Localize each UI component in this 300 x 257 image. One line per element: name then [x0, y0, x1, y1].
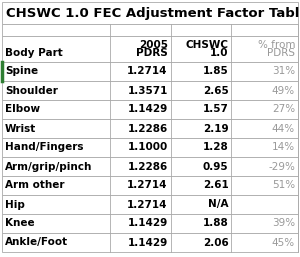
Text: 1.2714: 1.2714 [127, 180, 168, 190]
Bar [2, 36, 298, 62]
Text: 27%: 27% [272, 105, 295, 115]
Bar [2, 176, 298, 195]
Text: 1.1429: 1.1429 [128, 105, 168, 115]
Text: PDRS: PDRS [267, 49, 295, 59]
Text: 1.85: 1.85 [203, 67, 228, 77]
Text: 1.28: 1.28 [203, 142, 228, 152]
Text: 0.95: 0.95 [203, 161, 228, 171]
Text: Wrist: Wrist [5, 124, 36, 133]
Text: 2.65: 2.65 [203, 86, 228, 96]
Text: 1.2714: 1.2714 [127, 67, 168, 77]
Text: Hand/Fingers: Hand/Fingers [5, 142, 83, 152]
Text: 31%: 31% [272, 67, 295, 77]
Bar [2, 81, 298, 100]
Text: PDRS: PDRS [136, 49, 168, 59]
Bar [2, 119, 298, 138]
Text: 1.1000: 1.1000 [128, 142, 168, 152]
Bar [2, 100, 298, 119]
Text: 44%: 44% [272, 124, 295, 133]
Text: 14%: 14% [272, 142, 295, 152]
Text: Knee: Knee [5, 218, 34, 228]
Text: Shoulder: Shoulder [5, 86, 58, 96]
Text: 51%: 51% [272, 180, 295, 190]
Text: 1.1429: 1.1429 [128, 218, 168, 228]
Text: 1.3571: 1.3571 [127, 86, 168, 96]
Text: 1.88: 1.88 [203, 218, 228, 228]
Text: CHSWC 1.0 FEC Adjustment Factor Table: CHSWC 1.0 FEC Adjustment Factor Table [6, 6, 300, 20]
Text: Hip: Hip [5, 199, 25, 209]
Text: 1.2286: 1.2286 [128, 124, 168, 133]
Text: 1.2286: 1.2286 [128, 161, 168, 171]
Text: 2.06: 2.06 [203, 237, 228, 247]
Text: 1.57: 1.57 [202, 105, 228, 115]
Text: 1.1429: 1.1429 [128, 237, 168, 247]
Text: 45%: 45% [272, 237, 295, 247]
Text: 39%: 39% [272, 218, 295, 228]
Bar [2, 62, 298, 81]
Text: 2.19: 2.19 [203, 124, 228, 133]
Text: 49%: 49% [272, 86, 295, 96]
Bar [2, 2, 298, 24]
Bar [2, 138, 298, 157]
Text: 2.61: 2.61 [203, 180, 228, 190]
Bar [2, 233, 298, 252]
Text: Arm other: Arm other [5, 180, 64, 190]
Text: 1.2714: 1.2714 [127, 199, 168, 209]
Bar [2, 214, 298, 233]
Text: Body Part: Body Part [5, 48, 63, 58]
Text: Arm/grip/pinch: Arm/grip/pinch [5, 161, 92, 171]
Text: Ankle/Foot: Ankle/Foot [5, 237, 68, 247]
Text: 2005: 2005 [139, 40, 168, 50]
Text: -29%: -29% [268, 161, 295, 171]
Text: CHSWC: CHSWC [185, 40, 228, 50]
Text: 1.0: 1.0 [210, 49, 228, 59]
Text: Elbow: Elbow [5, 105, 40, 115]
Text: Spine: Spine [5, 67, 38, 77]
Bar [2, 157, 298, 176]
Bar [2, 24, 298, 36]
Text: N/A: N/A [208, 199, 228, 209]
Text: % from: % from [257, 40, 295, 50]
Bar [2, 195, 298, 214]
